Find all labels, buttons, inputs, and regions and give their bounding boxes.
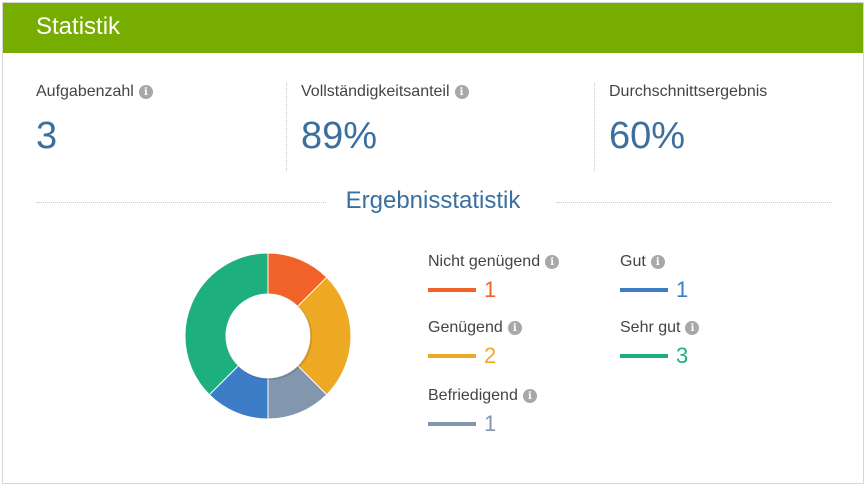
stat-label: Aufgabenzahl <box>36 83 134 100</box>
legend-item-genuegend: Genügend i 2 <box>428 319 522 369</box>
section-divider-left <box>36 202 326 203</box>
panel-header: Statistik <box>3 3 863 53</box>
legend-swatch <box>428 354 476 358</box>
divider <box>594 83 595 171</box>
legend-item-befriedigend: Befriedigend i 1 <box>428 387 537 437</box>
panel-title: Statistik <box>36 13 121 40</box>
section-divider-right <box>556 202 832 203</box>
legend-label: Befriedigend <box>428 387 518 404</box>
donut-hole <box>226 294 310 378</box>
legend-label: Nicht genügend <box>428 253 541 270</box>
stat-average-result: Durchschnittsergebnis 60% <box>609 83 767 158</box>
stat-value: 60% <box>609 115 686 157</box>
info-icon[interactable]: i <box>507 321 522 335</box>
stat-label: Vollständigkeitsanteil <box>301 83 450 100</box>
section-title: Ergebnisstatistik <box>345 187 521 214</box>
legend-label: Genügend <box>428 319 503 336</box>
legend-swatch <box>620 354 668 358</box>
info-icon[interactable]: i <box>650 255 665 269</box>
legend-swatch <box>620 288 668 292</box>
legend-swatch <box>428 422 476 426</box>
divider <box>286 83 287 171</box>
result-donut-chart <box>184 252 352 420</box>
stat-value: 3 <box>36 115 58 157</box>
legend-item-gut: Gut i 1 <box>620 253 688 303</box>
legend-item-sehr-gut: Sehr gut i 3 <box>620 319 700 369</box>
info-icon[interactable]: i <box>454 85 469 99</box>
legend-swatch <box>428 288 476 292</box>
info-icon[interactable]: i <box>545 255 560 269</box>
legend-item-nicht-genuegend: Nicht genügend i 1 <box>428 253 560 303</box>
legend-count: 3 <box>676 343 689 368</box>
legend-count: 2 <box>484 343 497 368</box>
info-icon[interactable]: i <box>522 389 537 403</box>
legend-count: 1 <box>676 277 689 302</box>
stat-task-count: Aufgabenzahl i 3 <box>36 83 153 158</box>
stat-value: 89% <box>301 115 378 157</box>
info-icon[interactable]: i <box>138 85 153 99</box>
legend-count: 1 <box>484 277 497 302</box>
legend-label: Sehr gut <box>620 319 681 336</box>
legend-label: Gut <box>620 253 646 270</box>
stat-label: Durchschnittsergebnis <box>609 83 768 100</box>
stat-completion-rate: Vollständigkeitsanteil i 89% <box>301 83 469 158</box>
legend-count: 1 <box>484 411 497 436</box>
info-icon[interactable]: i <box>685 321 700 335</box>
